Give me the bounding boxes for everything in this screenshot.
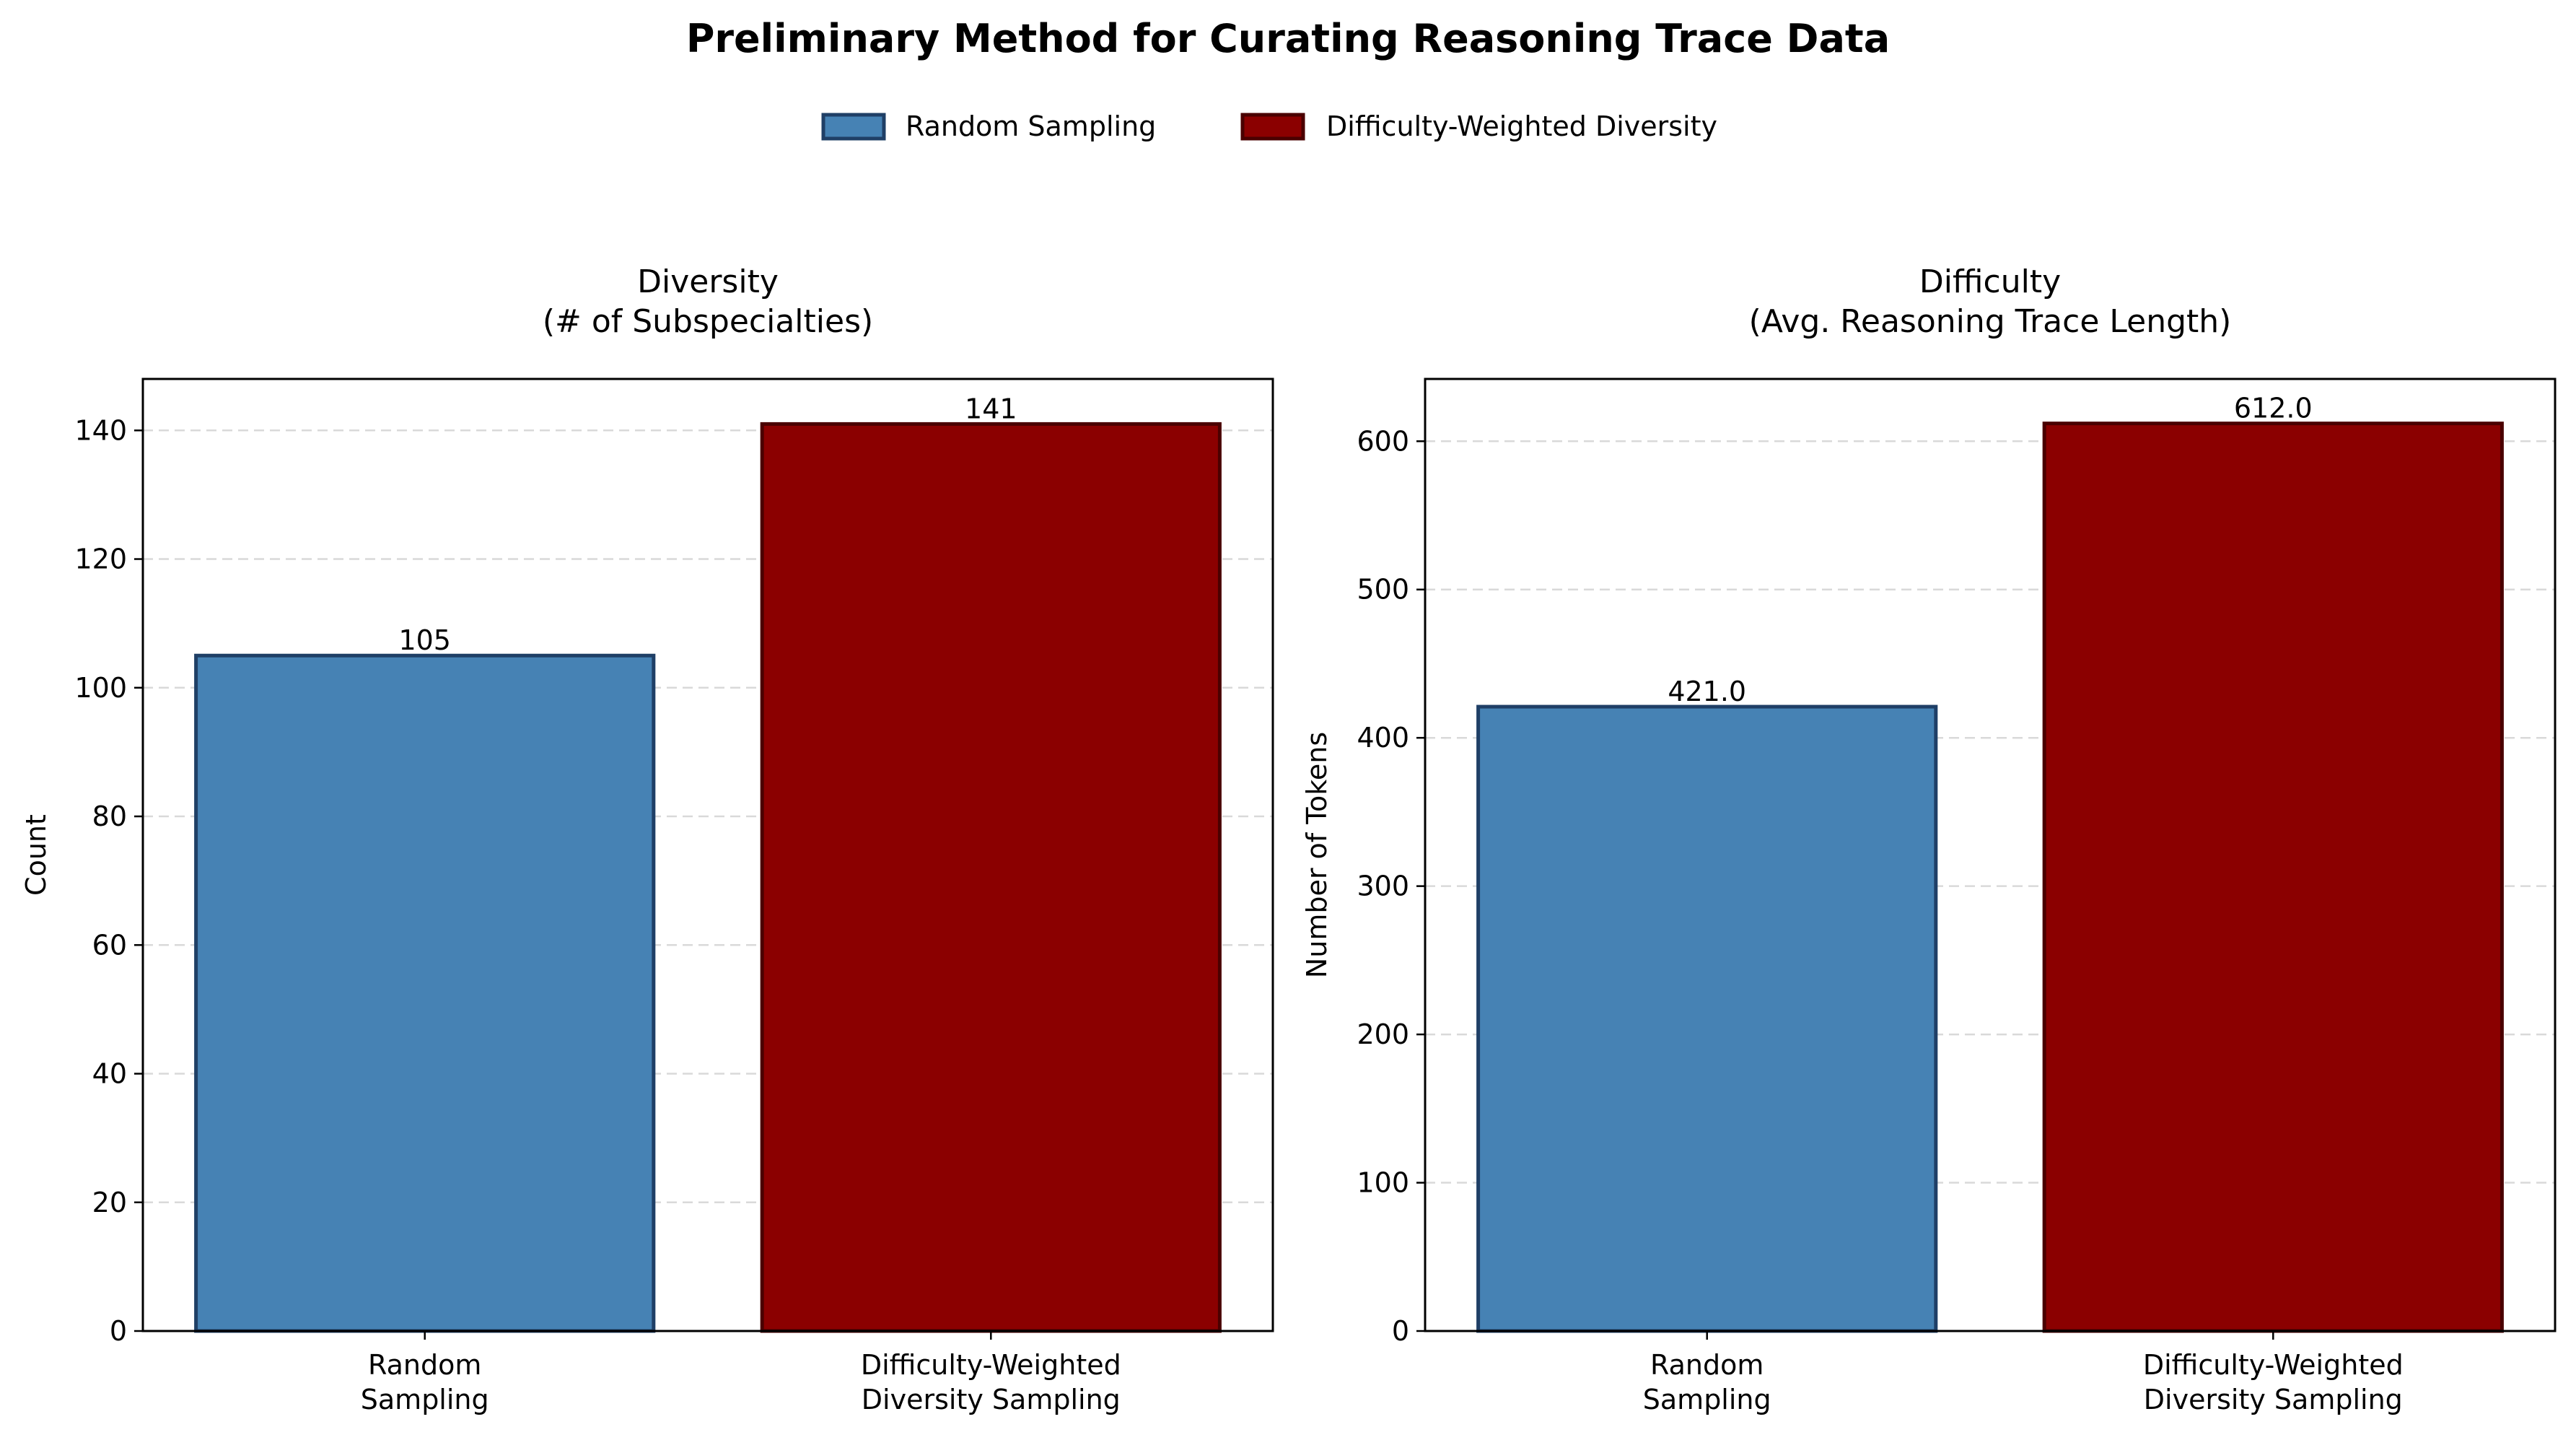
x-tick-label: Diversity Sampling bbox=[2144, 1384, 2403, 1415]
y-tick-label: 100 bbox=[1357, 1167, 1409, 1199]
y-tick-label: 0 bbox=[1392, 1315, 1409, 1347]
legend: Random Sampling Difficulty-Weighted Dive… bbox=[821, 110, 1717, 142]
subplot-title-line: Diversity bbox=[637, 263, 779, 300]
y-tick-label: 40 bbox=[92, 1058, 127, 1090]
legend-swatch-difficulty-weighted bbox=[1240, 113, 1305, 141]
x-tick-label: Random bbox=[368, 1349, 481, 1381]
legend-label-random: Random Sampling bbox=[906, 110, 1156, 142]
figure-title: Preliminary Method for Curating Reasonin… bbox=[686, 16, 1890, 61]
x-tick-label: Sampling bbox=[1643, 1384, 1771, 1415]
y-tick-label: 300 bbox=[1357, 870, 1409, 902]
bar-random-sampling bbox=[1476, 704, 1938, 1333]
data-label: 612.0 bbox=[2234, 393, 2313, 424]
subplot-title-line: (Avg. Reasoning Trace Length) bbox=[1749, 303, 2232, 340]
y-tick-label: 60 bbox=[92, 929, 127, 961]
legend-swatch-random bbox=[821, 113, 886, 141]
y-tick-label: 600 bbox=[1357, 425, 1409, 457]
data-label: 141 bbox=[965, 393, 1017, 424]
y-tick-label: 120 bbox=[74, 544, 127, 575]
legend-label-difficulty-weighted: Difficulty-Weighted Diversity bbox=[1326, 110, 1717, 142]
data-label: 105 bbox=[398, 624, 451, 656]
axes-frame bbox=[1424, 378, 2557, 1332]
axes-frame bbox=[141, 378, 1274, 1332]
data-label: 421.0 bbox=[1668, 676, 1746, 707]
y-tick-label: 80 bbox=[92, 800, 127, 832]
x-tick-label: Difficulty-Weighted bbox=[2143, 1349, 2404, 1381]
subplot-title-line: Difficulty bbox=[1919, 263, 2061, 300]
x-tick-label: Diversity Sampling bbox=[862, 1384, 1121, 1415]
y-tick-label: 500 bbox=[1357, 574, 1409, 606]
bar-difficulty-weighted bbox=[2042, 422, 2504, 1333]
bar-difficulty-weighted bbox=[760, 422, 1222, 1333]
y-axis-label: Count bbox=[20, 814, 52, 896]
diversity-panel: Diversity(# of Subspecialties) 105 RandomS… bbox=[20, 263, 1274, 1415]
bar-random-sampling bbox=[194, 653, 656, 1333]
difficulty-panel: Difficulty(Avg. Reasoning Trace Length) 4… bbox=[1301, 263, 2557, 1415]
y-tick-label: 400 bbox=[1357, 722, 1409, 754]
x-tick-label: Difficulty-Weighted bbox=[861, 1349, 1121, 1381]
subplot-title-line: (# of Subspecialties) bbox=[543, 303, 873, 340]
y-tick-label: 20 bbox=[92, 1187, 127, 1218]
x-tick-label: Random bbox=[1650, 1349, 1764, 1381]
x-tick-label: Sampling bbox=[361, 1384, 489, 1415]
y-tick-label: 200 bbox=[1357, 1018, 1409, 1050]
y-tick-label: 0 bbox=[110, 1315, 127, 1347]
y-tick-label: 100 bbox=[74, 672, 127, 704]
y-axis-label: Number of Tokens bbox=[1301, 732, 1333, 978]
y-tick-label: 140 bbox=[74, 414, 127, 446]
